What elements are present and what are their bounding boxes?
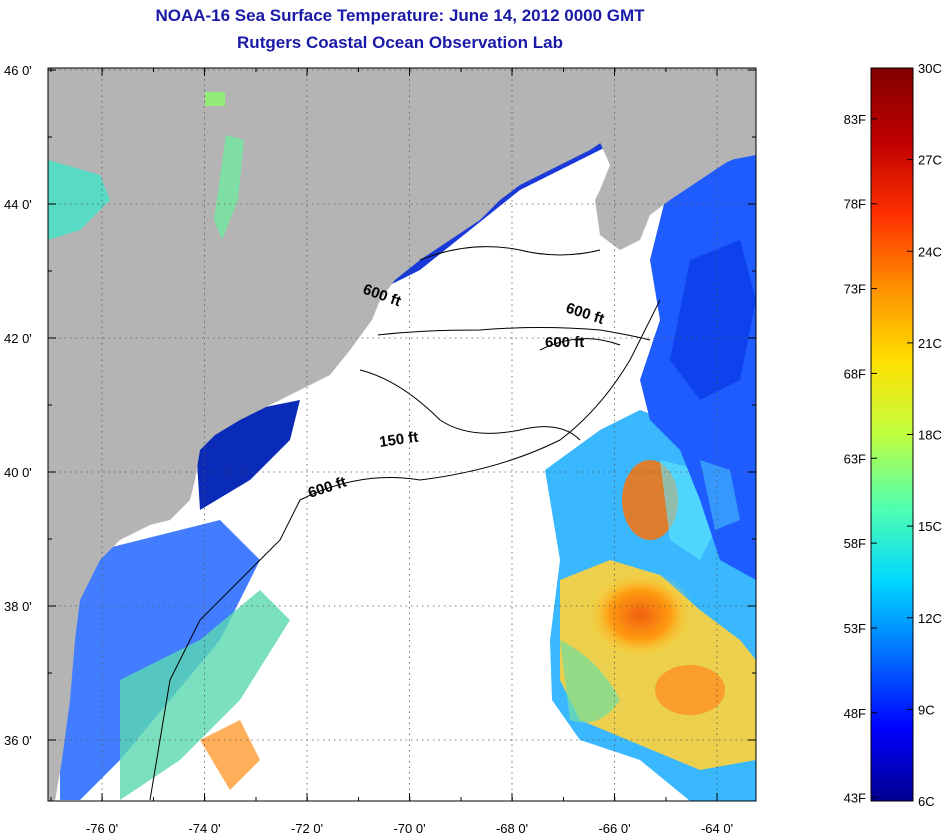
colorbar-fahrenheit-labels: 83F 78F 73F 68F 63F 58F 53F 48F 43F — [844, 112, 866, 806]
colorbar-fahrenheit-label: 58F — [844, 536, 866, 551]
grid-lines — [48, 68, 756, 801]
colorbar-celsius-labels: 30C 27C 24C 21C 18C 15C 12C 9C 6C — [918, 61, 942, 809]
colorbar-celsius-label: 18C — [918, 428, 942, 443]
cold-water-region — [640, 150, 756, 580]
lon-label: -66 0' — [598, 821, 630, 836]
colorbar-celsius-label: 24C — [918, 244, 942, 259]
colorbar-fahrenheit-label: 68F — [844, 366, 866, 381]
colorbar-celsius-label: 6C — [918, 794, 935, 809]
colorbar-fahrenheit-label: 43F — [844, 791, 866, 806]
lon-label: -76 0' — [86, 821, 118, 836]
lon-label: -72 0' — [291, 821, 323, 836]
lon-label: -74 0' — [188, 821, 220, 836]
map-subtitle: Rutgers Coastal Ocean Observation Lab — [237, 33, 563, 52]
colorbar-fahrenheit-label: 73F — [844, 282, 866, 297]
colorbar-ticks — [871, 67, 913, 802]
lat-label: 36 0' — [4, 733, 32, 748]
lon-label: -68 0' — [496, 821, 528, 836]
colorbar-celsius-label: 15C — [918, 519, 942, 534]
lat-label: 38 0' — [4, 599, 32, 614]
contour-label: 600 ft — [545, 334, 584, 351]
lat-label: 40 0' — [4, 465, 32, 480]
contour-label: 150 ft — [378, 429, 419, 451]
map-title: NOAA-16 Sea Surface Temperature: June 14… — [155, 6, 645, 25]
colorbar-celsius-label: 12C — [918, 611, 942, 626]
latitude-labels: 46 0' 44 0' 42 0' 40 0' 38 0' 36 0' — [4, 63, 32, 748]
colorbar — [870, 67, 914, 802]
lon-label: -70 0' — [393, 821, 425, 836]
colorbar-fahrenheit-label: 53F — [844, 621, 866, 636]
inland-lakes — [48, 92, 244, 240]
depth-contours — [149, 246, 661, 801]
colorbar-fahrenheit-label: 48F — [844, 706, 866, 721]
lat-label: 42 0' — [4, 331, 32, 346]
lon-label: -64 0' — [701, 821, 733, 836]
lat-label: 44 0' — [4, 197, 32, 212]
axis-ticks — [48, 68, 756, 801]
map-frame — [47, 67, 757, 802]
lat-label: 46 0' — [4, 63, 32, 78]
longitude-labels: -76 0' -74 0' -72 0' -70 0' -68 0' -66 0' -64 … — [86, 821, 733, 836]
colorbar-fahrenheit-label: 78F — [844, 197, 866, 212]
land-mass — [48, 68, 756, 801]
colorbar-fahrenheit-label: 83F — [844, 112, 866, 127]
colorbar-celsius-label: 9C — [918, 702, 935, 717]
warm-water-region — [545, 410, 756, 801]
colorbar-celsius-label: 21C — [918, 336, 942, 351]
colorbar-celsius-label: 27C — [918, 153, 942, 168]
colorbar-celsius-label: 30C — [918, 61, 942, 76]
colorbar-fahrenheit-label: 63F — [844, 451, 866, 466]
